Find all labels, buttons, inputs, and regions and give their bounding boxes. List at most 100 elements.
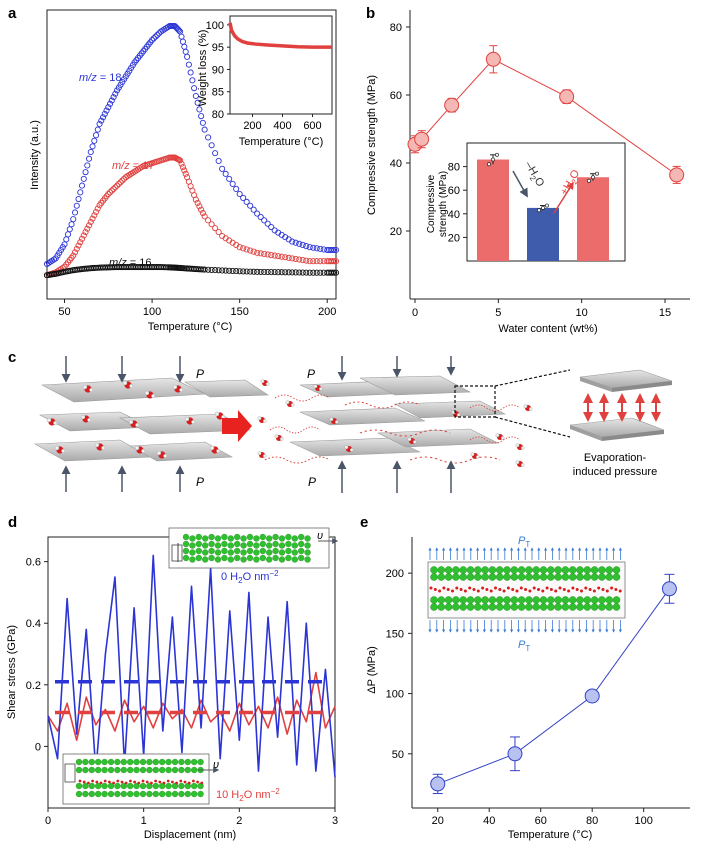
series-point: [73, 245, 80, 252]
series-point: [92, 208, 100, 215]
water-hydrogen: [151, 394, 156, 399]
caption-line-2: induced pressure: [573, 466, 657, 478]
atom: [227, 556, 234, 563]
water-atom: [162, 781, 166, 785]
x-tick-label: 100: [634, 815, 652, 827]
atom: [495, 596, 504, 604]
sheet: [359, 375, 472, 396]
atom: [259, 547, 266, 555]
atom: [481, 573, 489, 581]
series-point: [268, 251, 275, 259]
water-hydrogen: [257, 451, 262, 456]
atom: [221, 547, 228, 555]
y-tick-label: 50: [392, 749, 404, 761]
atom: [120, 782, 127, 790]
atom: [474, 603, 482, 611]
series-point: [215, 229, 222, 236]
series-point: [310, 269, 317, 276]
atom: [510, 596, 519, 604]
water-atom: [618, 589, 622, 593]
atom: [127, 766, 134, 774]
water-atom: [103, 779, 107, 783]
series-point: [189, 77, 196, 84]
series-point: [84, 162, 91, 169]
water-hydrogen: [80, 414, 86, 420]
panel-b-series: [407, 45, 685, 184]
pressure-label-top: P: [307, 367, 315, 381]
water-hydrogen: [528, 407, 533, 411]
inset-replicate-dot: [487, 162, 491, 167]
pressure-label-bottom: P: [308, 475, 316, 489]
series-point: [292, 269, 299, 276]
series-point: [192, 196, 199, 203]
panel-a-inset: 80 85 90 95 100 200 400 600 Temperature (°C) We…: [197, 15, 333, 148]
atom: [481, 566, 489, 574]
atom: [214, 535, 222, 542]
atom: [114, 782, 121, 790]
series-point: [310, 244, 317, 251]
water-atom: [166, 779, 170, 783]
series-point: [254, 268, 261, 275]
atom: [120, 790, 127, 798]
atom: [605, 566, 613, 574]
atom: [532, 566, 540, 574]
atom: [75, 790, 83, 798]
water-atom: [112, 781, 115, 785]
series-point: [222, 267, 229, 274]
inset-y-tick-label: 40: [448, 209, 460, 221]
series-point: [178, 160, 185, 167]
panel-d-series: [47, 554, 336, 778]
water-hydrogen: [262, 454, 267, 458]
panel-a-series-group: [43, 22, 340, 279]
series-point: [331, 258, 338, 265]
series-point: [112, 90, 119, 97]
water-hydrogen: [523, 404, 528, 409]
inset-bar: [477, 159, 509, 261]
inset-replicate-dot: [541, 205, 545, 210]
atom: [127, 782, 134, 790]
inset-x-tick-label: 200: [243, 120, 261, 132]
series-point: [107, 100, 114, 107]
atom: [189, 556, 196, 563]
atom: [576, 596, 584, 604]
series-point: [271, 252, 278, 259]
series-point: [229, 267, 236, 274]
atom: [503, 596, 511, 604]
atom: [133, 758, 140, 766]
series-point: [243, 246, 250, 253]
series-point: [264, 220, 271, 227]
atom: [452, 596, 460, 604]
water-atom: [506, 586, 510, 590]
atom: [547, 596, 555, 604]
atom: [568, 566, 577, 574]
atom: [285, 554, 292, 562]
spring-box: [171, 544, 183, 562]
atom: [304, 535, 311, 542]
atom: [165, 766, 172, 774]
series-point: [250, 268, 257, 275]
atom: [561, 603, 570, 611]
series-point: [184, 53, 191, 60]
water-atom: [171, 780, 174, 784]
pt-label-top: PT: [518, 535, 530, 549]
series-point: [296, 256, 303, 263]
inset-frame: [229, 15, 333, 115]
atom: [481, 603, 489, 611]
water-hydrogen: [257, 416, 262, 421]
atom: [253, 542, 260, 549]
atom: [221, 554, 228, 562]
atom: [459, 603, 467, 611]
x-tick-label: 80: [586, 815, 598, 827]
water-atom: [455, 586, 459, 590]
water-hydrogen: [214, 411, 220, 417]
series-point: [264, 251, 271, 258]
series-point: [108, 187, 115, 194]
atom: [298, 533, 305, 541]
series-point: [303, 243, 310, 250]
water-atom: [200, 781, 204, 785]
atom: [133, 766, 140, 774]
atom: [146, 766, 153, 774]
atom: [466, 566, 475, 574]
series-point: [71, 209, 79, 216]
series-point: [268, 223, 275, 231]
